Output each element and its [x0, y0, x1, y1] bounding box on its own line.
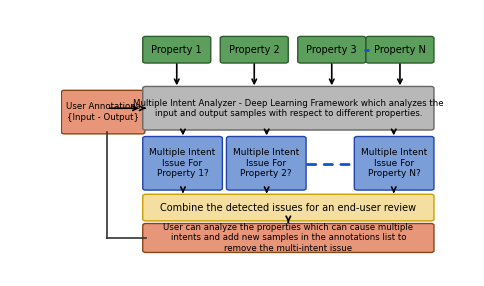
FancyBboxPatch shape — [143, 194, 434, 221]
Text: Property N: Property N — [374, 45, 426, 55]
Text: Multiple Intent
Issue For
Property 1?: Multiple Intent Issue For Property 1? — [150, 148, 216, 178]
Text: Combine the detected issues for an end-user review: Combine the detected issues for an end-u… — [160, 202, 416, 212]
FancyBboxPatch shape — [61, 90, 145, 134]
Text: Property 1: Property 1 — [151, 45, 202, 55]
FancyBboxPatch shape — [354, 136, 434, 190]
Text: Multiple Intent Analyzer - Deep Learning Framework which analyzes the
input and : Multiple Intent Analyzer - Deep Learning… — [133, 99, 444, 118]
FancyBboxPatch shape — [143, 224, 434, 253]
FancyBboxPatch shape — [298, 36, 366, 63]
Text: Property 3: Property 3 — [306, 45, 357, 55]
FancyBboxPatch shape — [366, 36, 434, 63]
FancyBboxPatch shape — [227, 136, 306, 190]
Text: User Annotations
{Input - Output}: User Annotations {Input - Output} — [66, 102, 140, 122]
FancyBboxPatch shape — [220, 36, 288, 63]
FancyBboxPatch shape — [143, 136, 222, 190]
Text: Multiple Intent
Issue For
Property 2?: Multiple Intent Issue For Property 2? — [233, 148, 300, 178]
Text: Property 2: Property 2 — [229, 45, 280, 55]
Text: User can analyze the properties which can cause multiple
intents and add new sam: User can analyze the properties which ca… — [163, 223, 413, 253]
FancyBboxPatch shape — [143, 36, 211, 63]
Text: Multiple Intent
Issue For
Property N?: Multiple Intent Issue For Property N? — [361, 148, 427, 178]
FancyBboxPatch shape — [143, 86, 434, 130]
